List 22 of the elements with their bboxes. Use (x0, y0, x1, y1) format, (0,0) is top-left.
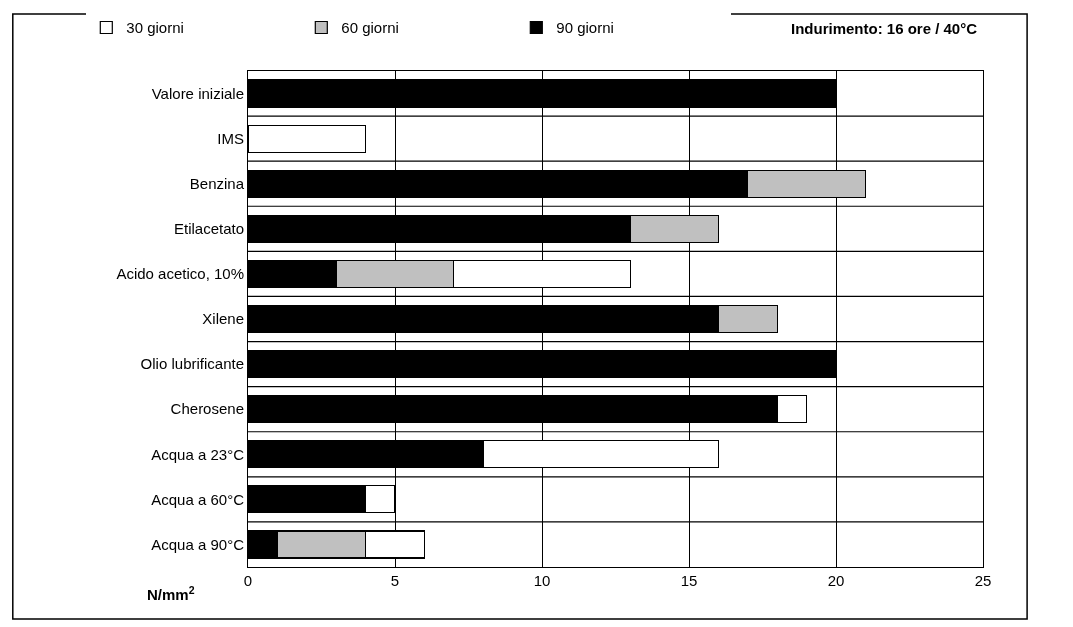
x-axis-title: N/mm$^{2}$ (147, 584, 195, 604)
y-tick-label: Acqua a 23°C (151, 445, 245, 463)
y-tick-label: Xilene (202, 310, 244, 328)
x-tick-label: 0 (243, 572, 253, 589)
y-tick-label: Benzina (189, 174, 245, 192)
y-tick-label: Cherosene (170, 400, 244, 418)
y-tick-label: Acqua a 90°C (151, 535, 245, 553)
x-tick-label: 10 (533, 572, 551, 589)
y-tick-label: Olio lubrificante (140, 355, 244, 373)
legend-label: 90 giorni (556, 19, 614, 37)
x-tick-label: 25 (974, 572, 992, 589)
legend-label: 30 giorni (126, 19, 184, 37)
x-tick-label: 20 (827, 572, 845, 589)
x-tick-label: 15 (680, 572, 698, 589)
legend-label: 60 giorni (341, 19, 399, 37)
y-tick-label: Acido acetico, 10% (116, 265, 244, 283)
y-tick-label: IMS (217, 129, 244, 147)
y-tick-label: Etilacetato (173, 220, 244, 238)
text: Indurimento: 16 ore / 40°C (791, 20, 978, 37)
y-tick-label: Acqua a 60°C (151, 490, 245, 508)
x-tick-label: 5 (390, 572, 400, 589)
y-tick-label: Valore iniziale (151, 84, 244, 102)
